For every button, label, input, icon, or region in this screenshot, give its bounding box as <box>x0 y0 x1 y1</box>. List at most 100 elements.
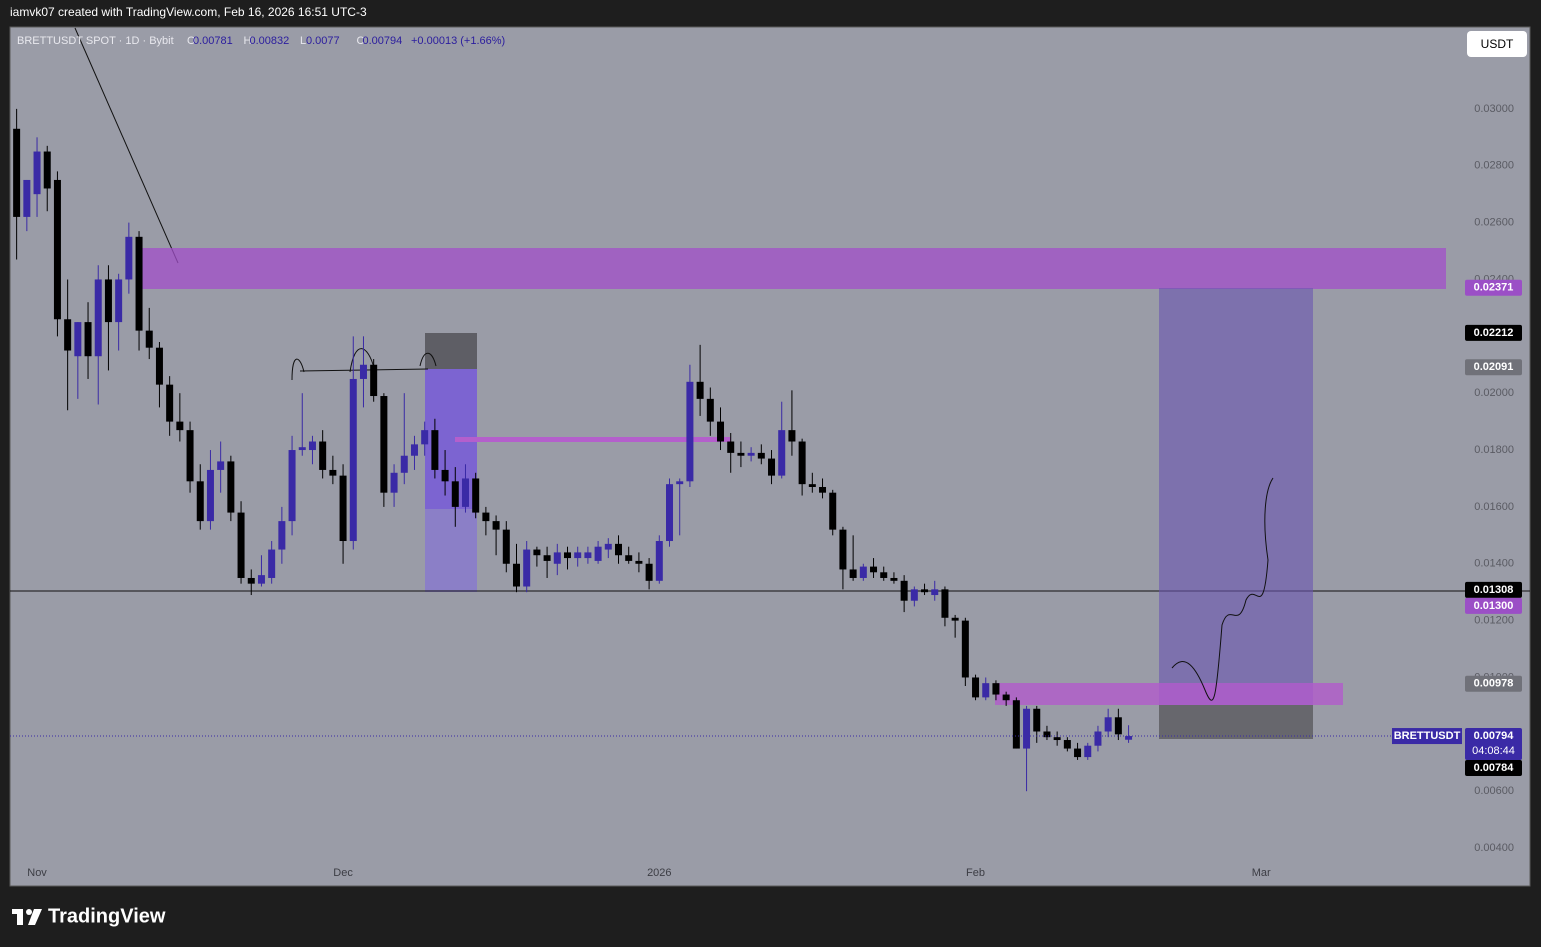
candle-body <box>737 452 745 456</box>
legend-value: 0.00832 <box>250 35 290 47</box>
candle-body <box>1002 694 1010 701</box>
price-marker <box>1465 324 1522 341</box>
candle-body <box>94 279 102 357</box>
candle-body <box>574 552 582 559</box>
candle-body <box>1023 708 1031 749</box>
candle-body <box>186 430 194 482</box>
candle-body <box>788 430 796 442</box>
candle-body <box>635 560 643 564</box>
candle-body <box>390 472 398 493</box>
candle-body <box>808 484 816 487</box>
candle-body <box>53 179 61 320</box>
x-tick-label: Feb <box>966 867 985 879</box>
candle-body <box>666 484 674 542</box>
x-tick-label: Nov <box>27 867 47 879</box>
candle-body <box>237 512 245 578</box>
candle-body <box>1084 745 1092 758</box>
candle-body <box>1012 700 1020 749</box>
price-marker <box>1465 279 1522 296</box>
y-tick-label: 0.03000 <box>1474 103 1514 115</box>
y-tick-label: 0.01600 <box>1474 501 1514 513</box>
supply-zone <box>140 248 1446 289</box>
price-marker-label: 0.01308 <box>1474 584 1514 596</box>
y-tick-label: 0.00400 <box>1474 842 1514 854</box>
candle-body <box>615 543 623 556</box>
price-marker-label: 0.02091 <box>1474 361 1514 373</box>
x-tick-label: Dec <box>333 867 353 879</box>
currency-label[interactable]: USDT <box>1481 37 1514 51</box>
position-target <box>1159 288 1313 705</box>
candle-body <box>400 455 408 473</box>
candle-body <box>64 319 72 351</box>
y-tick-label: 0.02600 <box>1474 217 1514 229</box>
logo-mark <box>28 909 42 925</box>
price-marker-label: 0.02371 <box>1474 282 1514 294</box>
price-marker <box>1465 581 1522 598</box>
candle-body <box>849 569 857 578</box>
candle-body <box>655 541 663 581</box>
candle-body <box>870 566 878 573</box>
price-marker-label: 0.00978 <box>1474 678 1514 690</box>
candle-body <box>972 677 980 698</box>
candle-body <box>747 452 755 456</box>
candle-body <box>727 441 735 453</box>
candle-body <box>921 589 929 593</box>
candle-body <box>74 322 82 357</box>
logo-mark <box>17 909 23 925</box>
price-marker-label: 0.00784 <box>1474 762 1515 774</box>
candle-body <box>696 381 704 399</box>
candle-body <box>768 458 776 476</box>
candle-body <box>217 461 225 470</box>
candle-body <box>625 555 633 561</box>
candle-body <box>941 589 949 618</box>
caption: iamvk07 created with TradingView.com, Fe… <box>10 5 367 19</box>
candle-body <box>604 543 612 550</box>
candle-body <box>543 555 551 561</box>
candle-body <box>563 552 571 559</box>
y-tick-label: 0.02000 <box>1474 387 1514 399</box>
candle-body <box>1043 731 1051 738</box>
candle-body <box>257 575 265 584</box>
candle-body <box>349 378 357 542</box>
candle-body <box>1104 717 1112 732</box>
legend-value: 0.00781 <box>193 35 233 47</box>
candle-body <box>104 279 112 323</box>
candle-body <box>329 469 337 476</box>
y-tick-label: 0.01200 <box>1474 615 1514 627</box>
y-tick-label: 0.02800 <box>1474 160 1514 172</box>
candle-body <box>135 236 143 331</box>
candle-body <box>676 481 684 485</box>
price-marker-label: 0.02212 <box>1474 327 1514 339</box>
currency-button[interactable] <box>1467 31 1527 57</box>
logo-mark <box>26 909 32 915</box>
candle-body <box>482 512 490 522</box>
demand-zone <box>995 683 1343 705</box>
candle-body <box>961 620 969 678</box>
hand-drawing <box>291 348 437 381</box>
candle-body <box>298 447 306 451</box>
candle-body <box>900 580 908 601</box>
candle-body <box>594 546 602 561</box>
brand-logo <box>12 909 42 925</box>
y-tick-label: 0.01400 <box>1474 558 1514 570</box>
candle-body <box>553 552 561 564</box>
candle-body <box>1063 740 1071 749</box>
level-band <box>455 437 731 442</box>
candle-body <box>686 381 694 482</box>
price-marker-label: 0.01300 <box>1474 600 1514 612</box>
candle-body <box>1074 748 1082 758</box>
candle-body <box>410 444 418 456</box>
price-marker <box>1465 359 1522 376</box>
candle-body <box>176 421 184 431</box>
candle-body <box>951 617 959 621</box>
candle-body <box>839 529 847 570</box>
candle-body <box>196 481 204 522</box>
candle-body <box>890 577 898 581</box>
candle-body <box>859 566 867 578</box>
price-marker <box>1465 728 1522 761</box>
candle-body <box>778 430 786 476</box>
brand: TradingView <box>48 905 166 927</box>
candle-body <box>359 364 367 379</box>
legend-symbol: BRETTUSDT SPOT · 1D · Bybit <box>17 35 174 47</box>
